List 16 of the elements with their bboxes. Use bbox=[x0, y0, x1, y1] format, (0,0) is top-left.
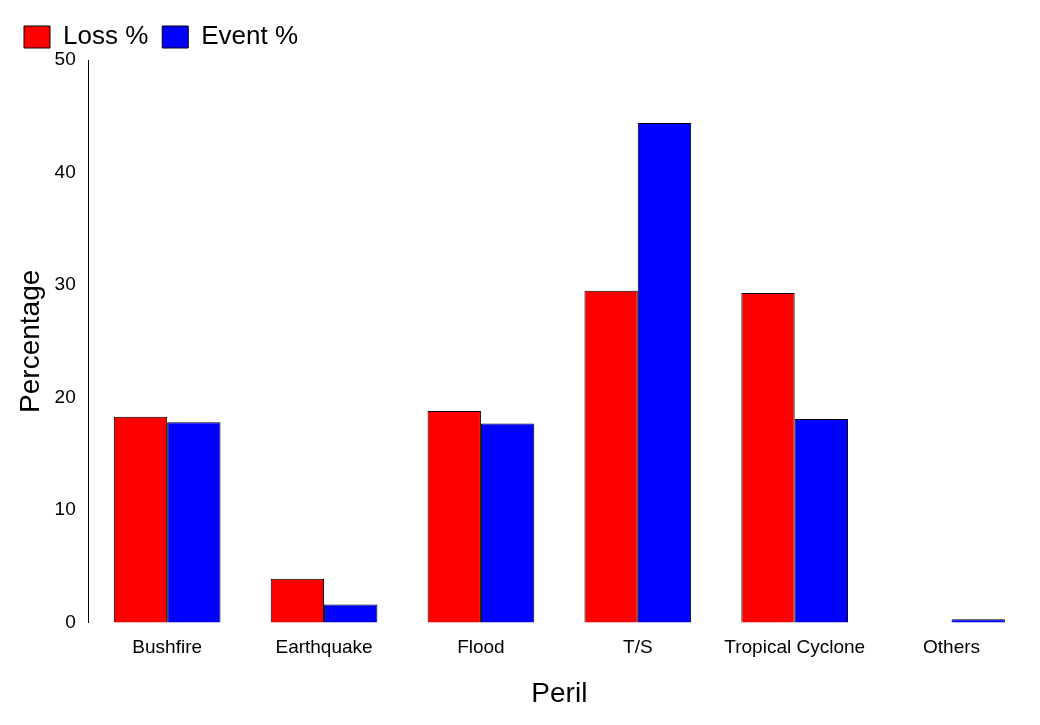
legend-label: Loss % bbox=[63, 20, 149, 51]
y-tick-label: 30 bbox=[54, 273, 76, 295]
y-tick-label: 50 bbox=[54, 48, 76, 70]
y-tick-label: 0 bbox=[65, 610, 76, 632]
y-axis-title: Percentage bbox=[13, 269, 45, 413]
legend-label: Event % bbox=[201, 20, 299, 51]
y-tick-label: 10 bbox=[54, 498, 76, 520]
x-tick-label: Flood bbox=[457, 636, 505, 658]
x-tick-label: Earthquake bbox=[275, 636, 373, 658]
x-axis-title: Peril bbox=[531, 676, 588, 708]
x-tick-label: Others bbox=[923, 636, 981, 658]
x-tick-label: Tropical Cyclone bbox=[724, 636, 866, 658]
y-tick-label: 40 bbox=[54, 160, 76, 182]
x-tick-label: Bushfire bbox=[132, 636, 203, 658]
y-tick-label: 20 bbox=[54, 385, 76, 407]
x-tick-label: T/S bbox=[623, 636, 653, 658]
